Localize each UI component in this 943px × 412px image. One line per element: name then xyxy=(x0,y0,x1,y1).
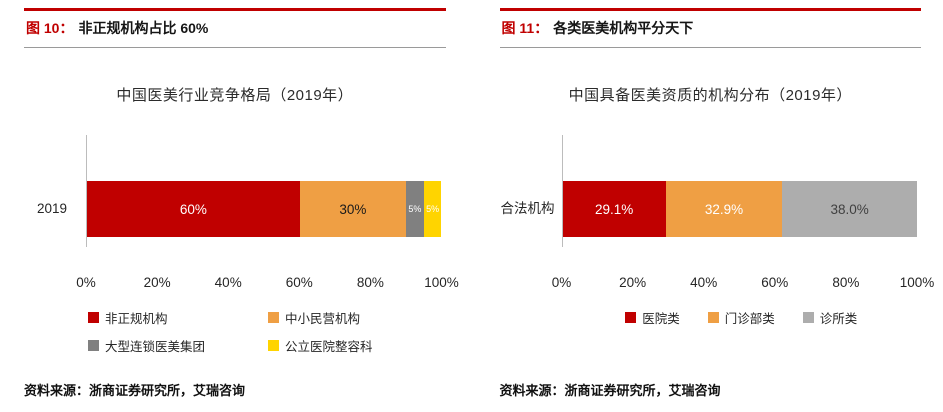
legend-label: 公立医院整容科 xyxy=(285,340,373,354)
figure-caption: 图 11： 各类医美机构平分天下 xyxy=(499,8,921,48)
plot-area: 2019 60% 30% 5% 5% xyxy=(37,135,442,247)
x-tick-label: 0% xyxy=(76,275,96,290)
legend-label: 中小民营机构 xyxy=(285,312,361,326)
category-label: 2019 xyxy=(36,201,68,217)
figure-number: 图 10： xyxy=(26,20,74,36)
chart-competition-landscape: 中国医美行业竞争格局（2019年） 2019 60% 30% 5% 5% 0% 20% 4… xyxy=(24,48,459,380)
figure-caption-text: 各类医美机构平分天下 xyxy=(553,20,694,36)
bar-segment-label: 30% xyxy=(339,201,367,217)
x-tick-label: 100% xyxy=(899,275,935,290)
bar-segment: 29.1% xyxy=(562,181,666,237)
legend-item: 中小民营机构 xyxy=(268,308,446,327)
legend-item: 门诊部类 xyxy=(707,308,775,327)
legend-swatch xyxy=(88,312,99,323)
bar-segment: 30% xyxy=(299,181,407,237)
category-label: 合法机构 xyxy=(500,201,555,217)
stacked-bar: 29.1% 32.9% 38.0% xyxy=(562,181,918,237)
legend: 医院类 门诊部类 诊所类 xyxy=(562,308,922,327)
bar-segment-label: 5% xyxy=(408,204,422,214)
legend-item: 公立医院整容科 xyxy=(268,336,446,355)
x-tick-label: 60% xyxy=(285,275,313,290)
x-tick-label: 40% xyxy=(214,275,242,290)
x-tick-label: 0% xyxy=(551,275,572,290)
legend-swatch xyxy=(268,340,279,351)
source-note: 资料来源：浙商证券研究所，艾瑞咨询 xyxy=(24,383,246,398)
legend-label: 大型连锁医美集团 xyxy=(105,340,206,354)
chart-title: 中国医美行业竞争格局（2019年） xyxy=(116,87,354,104)
legend-item: 非正规机构 xyxy=(88,308,268,327)
source-note: 资料来源：浙商证券研究所，艾瑞咨询 xyxy=(499,383,721,398)
chart-qualified-institutions: 中国具备医美资质的机构分布（2019年） 合法机构 29.1% 32.9% 38.0… xyxy=(500,48,935,380)
x-axis-ticks: 0% 20% 40% 60% 80% 100% xyxy=(552,275,935,292)
legend-item: 诊所类 xyxy=(802,308,858,327)
bar-segment-label: 32.9% xyxy=(704,201,744,217)
x-axis-ticks: 0% 20% 40% 60% 80% 100% xyxy=(76,275,459,292)
legend-swatch xyxy=(707,312,719,323)
x-tick-label: 80% xyxy=(356,275,384,290)
x-tick-label: 40% xyxy=(690,275,718,290)
figure-caption: 图 10： 非正规机构占比 60% xyxy=(24,8,446,48)
figure-number: 图 11： xyxy=(501,20,549,36)
bar-segment-label: 38.0% xyxy=(830,201,869,217)
bar-segment: 60% xyxy=(87,181,300,237)
legend-swatch xyxy=(625,312,637,323)
stacked-bar: 60% 30% 5% 5% xyxy=(87,181,442,237)
bar-segment: 5% xyxy=(423,181,442,237)
legend-label: 诊所类 xyxy=(819,312,858,326)
figure-panel-10: 图 10： 非正规机构占比 60% 中国医美行业竞争格局（2019年） 2019 … xyxy=(24,8,459,412)
bar-segment: 5% xyxy=(406,181,424,237)
x-tick-label: 20% xyxy=(143,275,171,290)
legend-item: 大型连锁医美集团 xyxy=(88,336,268,355)
x-tick-label: 60% xyxy=(761,275,789,290)
legend-label: 门诊部类 xyxy=(724,312,775,326)
chart-title: 中国具备医美资质的机构分布（2019年） xyxy=(568,87,852,104)
legend-label: 医院类 xyxy=(642,312,680,326)
bar-segment-label: 60% xyxy=(179,201,207,217)
figure-caption-text: 非正规机构占比 60% xyxy=(78,20,209,36)
legend-swatch xyxy=(268,312,279,323)
bar-segment-label: 29.1% xyxy=(594,201,634,217)
x-tick-label: 80% xyxy=(832,275,860,290)
legend-label: 非正规机构 xyxy=(105,312,168,326)
figure-panel-11: 图 11： 各类医美机构平分天下 中国具备医美资质的机构分布（2019年） 合法机… xyxy=(499,8,935,412)
legend: 非正规机构 中小民营机构大型连锁医美集团 公立医院整容科 xyxy=(88,308,446,355)
x-tick-label: 100% xyxy=(424,275,459,290)
legend-swatch xyxy=(88,340,99,351)
legend-item: 医院类 xyxy=(625,308,680,327)
plot-area: 合法机构 29.1% 32.9% 38.0% xyxy=(501,135,918,247)
bar-segment: 38.0% xyxy=(782,181,917,237)
x-tick-label: 20% xyxy=(619,275,647,290)
bar-segment: 32.9% xyxy=(665,181,783,237)
legend-swatch xyxy=(802,312,814,323)
bar-segment-label: 5% xyxy=(426,204,440,214)
